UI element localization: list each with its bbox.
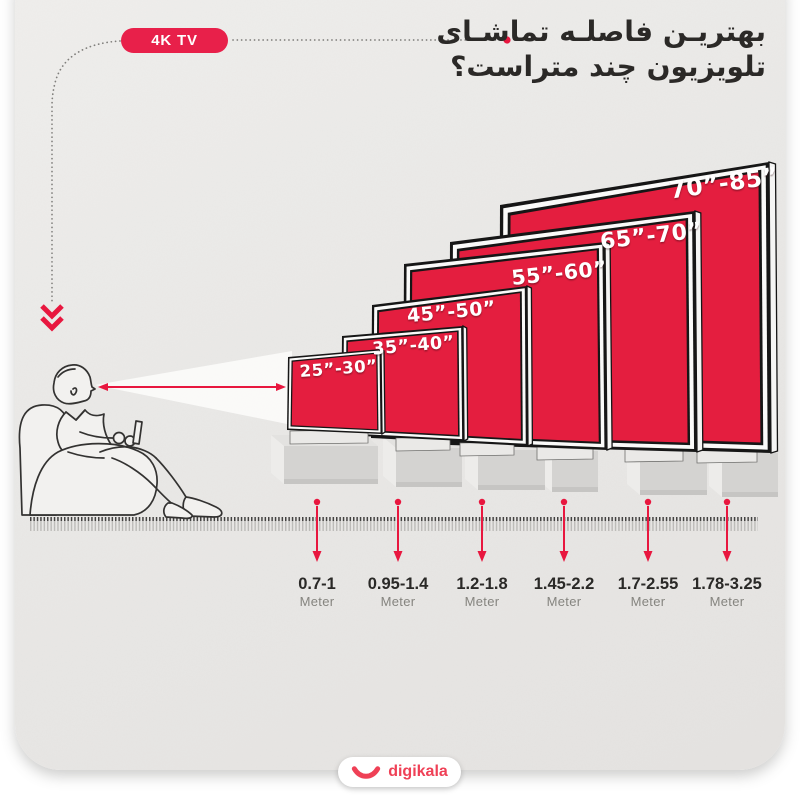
stand-front-face (722, 453, 778, 497)
stand-shade (284, 479, 378, 484)
stand-left-face (271, 435, 284, 484)
connector-dot (503, 36, 511, 44)
distance-unit: Meter (631, 594, 666, 609)
distance-value: 1.2-1.8 (456, 575, 507, 593)
measure-arrowhead-icon (643, 551, 653, 562)
tv-screen (291, 353, 378, 430)
stand-front-face (640, 452, 707, 495)
tv-size-labels: 25”-30”35”-40”45”-50”55”-60”65”-70”70”-8… (299, 162, 780, 381)
measure-arrowhead-icon (477, 551, 487, 562)
measure-dot (394, 498, 402, 506)
stand-shade (722, 492, 778, 497)
person-thigh (99, 445, 157, 459)
stand-front-face (552, 451, 598, 492)
title-line-2: تلویزیون چند متراست؟ (450, 50, 766, 83)
stand-front-face (284, 446, 378, 484)
distance-value: 1.7-2.55 (618, 575, 679, 593)
smile-icon (352, 765, 381, 779)
stand-shade (640, 490, 707, 495)
person-leg-back (111, 457, 176, 507)
measure-arrowhead-icon (393, 551, 403, 562)
distance-unit: Meter (710, 594, 745, 609)
distance-value: 0.95-1.4 (368, 575, 429, 593)
distance-unit: Meter (547, 594, 582, 609)
4k-tv-badge: 4K TV (121, 28, 228, 53)
shoe (182, 496, 223, 518)
stand-shade (552, 487, 598, 492)
distance-value: 1.45-2.2 (534, 575, 595, 593)
distance-value: 1.78-3.25 (692, 575, 762, 593)
tv-row (287, 161, 779, 464)
tv (287, 347, 386, 445)
stand-front-face (396, 448, 462, 487)
down-chevrons-icon (40, 304, 64, 332)
distance-measures: 0.7-1Meter0.95-1.4Meter1.2-1.8Meter1.45-… (298, 498, 762, 609)
dotted-curve-left (51, 40, 121, 305)
viewing-distance-arrow (98, 383, 286, 391)
viewer-illustration (18, 364, 223, 520)
measure-arrowhead-icon (559, 551, 569, 562)
measure-dot (560, 498, 568, 506)
person-hair-line (57, 368, 76, 378)
person-head (52, 364, 96, 405)
remote-control (132, 420, 143, 445)
accent-overlay (40, 36, 511, 391)
dotted-connector (51, 39, 498, 305)
person-ear (70, 387, 78, 396)
tv-side-face (526, 284, 534, 448)
person-collar (65, 409, 86, 421)
measure-dot (313, 498, 321, 506)
measure-arrowhead-icon (312, 551, 322, 562)
brand-name: digikala (388, 763, 448, 780)
title-line-1: بهتریـن فاصلـه تماشـای (436, 15, 766, 48)
stand-front-face (478, 450, 545, 490)
measure-dot (644, 498, 652, 506)
stand-shade (396, 482, 462, 487)
stand-left-face (383, 437, 396, 487)
distance-unit: Meter (300, 594, 335, 609)
person-hand (112, 431, 126, 445)
shoe (162, 502, 193, 520)
page-title: بهتریـن فاصلـه تماشـای تلویزیون چند مترا… (436, 14, 766, 84)
badge-label: 4K TV (151, 32, 198, 49)
distance-value: 0.7-1 (298, 575, 336, 593)
floor-ruler (30, 517, 758, 531)
measure-dot (478, 498, 486, 506)
measure-dot (723, 498, 731, 506)
distance-unit: Meter (465, 594, 500, 609)
armchair-seat-line (67, 451, 105, 459)
stand-shade (478, 485, 545, 490)
measure-arrowhead-icon (722, 551, 732, 562)
armchair-armrest (29, 442, 158, 516)
digikala-logo: digikala (338, 757, 461, 787)
distance-unit: Meter (381, 594, 416, 609)
